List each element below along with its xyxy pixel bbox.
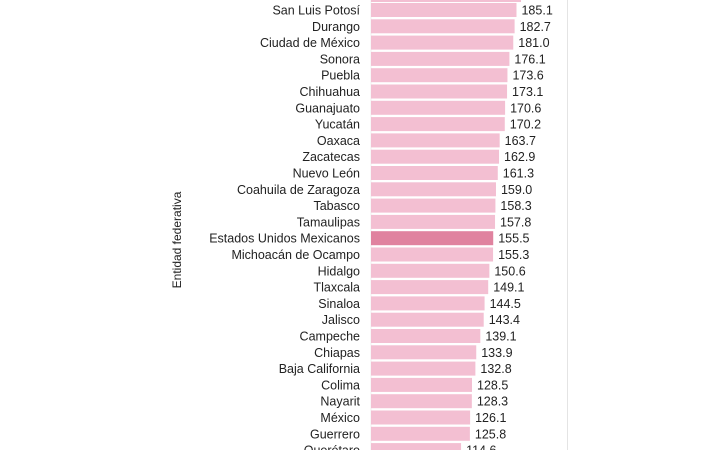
- bar: [371, 182, 496, 197]
- bar: [371, 312, 484, 327]
- bar: [371, 361, 476, 376]
- bar: [371, 166, 498, 180]
- value-label: 161.3: [503, 167, 534, 181]
- category-label: Hidalgo: [318, 264, 360, 278]
- category-label: Estados Unidos Mexicanos: [209, 232, 360, 246]
- bar: [371, 426, 470, 441]
- category-label: Jalisco: [322, 313, 360, 327]
- bar: [371, 149, 500, 164]
- value-label: 159.0: [501, 183, 532, 197]
- value-label: 139.1: [485, 330, 516, 344]
- category-label: Sinaloa: [318, 297, 360, 311]
- category-label: Chihuahua: [300, 85, 361, 99]
- value-label: 162.9: [504, 150, 535, 164]
- value-label: 144.5: [490, 297, 521, 311]
- bar: [371, 3, 517, 17]
- category-label: Michoacán de Ocampo: [231, 248, 360, 262]
- value-label: 155.3: [498, 248, 529, 262]
- category-label: Oaxaca: [317, 134, 360, 148]
- bar: [371, 377, 473, 392]
- value-label: 155.5: [498, 232, 529, 246]
- category-label: Zacatecas: [302, 150, 360, 164]
- value-label: 133.9: [481, 346, 512, 360]
- category-label: Querétaro: [304, 444, 360, 450]
- value-label: 182.7: [520, 20, 551, 34]
- bar: [371, 296, 485, 311]
- bar: [371, 263, 490, 278]
- category-label: Chiapas: [314, 346, 360, 360]
- bar: [371, 84, 508, 99]
- category-label: Ciudad de México: [260, 36, 360, 50]
- bar: [371, 280, 489, 295]
- bar: [371, 394, 472, 409]
- category-label: Coahuila de Zaragoza: [237, 183, 360, 197]
- bar: [371, 68, 508, 83]
- value-label: 143.4: [489, 313, 520, 327]
- value-label: 114.6: [466, 444, 496, 450]
- value-label: 128.3: [477, 395, 508, 409]
- category-label: México: [320, 411, 360, 425]
- bar: [371, 133, 500, 148]
- category-label: Durango: [312, 20, 360, 34]
- category-label: Nayarit: [320, 395, 360, 409]
- bar: [371, 19, 515, 34]
- value-label: 149.1: [493, 281, 524, 295]
- category-label: Tamaulipas: [297, 215, 360, 229]
- value-label: 181.0: [518, 36, 549, 50]
- value-label: 173.6: [512, 69, 543, 83]
- bar: [371, 231, 494, 246]
- bar: [371, 198, 496, 213]
- bar: [371, 443, 462, 450]
- bar: [371, 247, 494, 262]
- category-label: San Luis Potosí: [272, 4, 360, 18]
- bar: [371, 35, 514, 50]
- bar: [371, 117, 505, 132]
- category-label: Yucatán: [315, 118, 360, 132]
- value-label: 173.1: [512, 85, 543, 99]
- bar: [371, 51, 510, 66]
- category-label: Tlaxcala: [313, 281, 360, 295]
- category-label: Nuevo León: [293, 167, 360, 181]
- value-label: 128.5: [477, 378, 508, 392]
- value-label: 125.8: [475, 427, 506, 441]
- category-label: Sonora: [320, 52, 360, 66]
- category-label: Campeche: [300, 330, 360, 344]
- value-label: 176.1: [514, 52, 545, 66]
- category-label: Baja California: [279, 362, 360, 376]
- category-label: Guanajuato: [295, 101, 360, 115]
- value-label: 163.7: [505, 134, 536, 148]
- value-label: 126.1: [475, 411, 506, 425]
- category-label: Puebla: [321, 69, 360, 83]
- bar: [371, 214, 496, 229]
- bar: [371, 329, 481, 343]
- value-label: 158.3: [500, 199, 531, 213]
- category-label: Tabasco: [313, 199, 360, 213]
- value-label: 132.8: [480, 362, 511, 376]
- value-label: 185.1: [521, 4, 552, 18]
- bar: [371, 345, 477, 360]
- value-label: 170.2: [510, 118, 541, 132]
- bar-cropped: [371, 0, 521, 2]
- category-label: Colima: [321, 378, 360, 392]
- y-axis-label: Entidad federativa: [170, 191, 184, 288]
- category-label: Guerrero: [310, 427, 360, 441]
- value-label: 150.6: [494, 264, 525, 278]
- value-label: 157.8: [500, 215, 531, 229]
- value-label: 170.6: [510, 101, 541, 115]
- bar: [371, 100, 506, 115]
- bar: [371, 410, 471, 425]
